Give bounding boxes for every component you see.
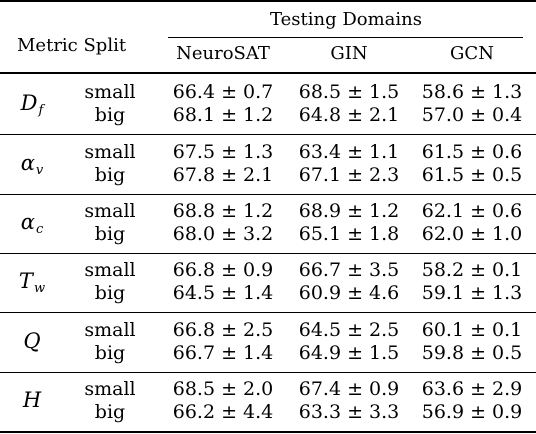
domain-header-neurosat: NeuroSAT: [176, 43, 270, 64]
table-cell: 68.9 ± 1.2: [298, 200, 400, 222]
table-cell: 66.7 ± 3.5: [298, 259, 400, 281]
table-cell: 63.6 ± 2.9: [421, 378, 523, 400]
table-cell: 67.5 ± 1.3: [172, 141, 274, 163]
split-label: big: [94, 164, 126, 186]
group-rule: [0, 194, 536, 195]
group-rule: [0, 253, 536, 254]
top-rule: [0, 0, 536, 2]
table-cell: 62.1 ± 0.6: [421, 200, 523, 222]
table-cell: 67.8 ± 2.1: [172, 164, 274, 186]
split-label: big: [94, 282, 126, 304]
domain-header-gcn: GCN: [450, 43, 494, 64]
table-cell: 67.1 ± 2.3: [298, 164, 400, 186]
table-cell: 68.5 ± 2.0: [172, 378, 274, 400]
table-cell: 62.0 ± 1.0: [421, 223, 523, 245]
table-cell: 68.0 ± 3.2: [172, 223, 274, 245]
table-cell: 57.0 ± 0.4: [421, 104, 523, 126]
table-cell: 56.9 ± 0.9: [421, 401, 523, 423]
metric-subscript: c: [35, 222, 44, 237]
table-cell: 58.6 ± 1.3: [421, 81, 523, 103]
table-cell: 64.9 ± 1.5: [298, 342, 400, 364]
metric-symbol: D: [20, 91, 38, 115]
table-cell: 59.1 ± 1.3: [421, 282, 523, 304]
group-rule: [0, 372, 536, 373]
metric-subscript: v: [35, 163, 44, 178]
metric-symbol: Q: [23, 329, 41, 353]
group-rule: [0, 134, 536, 135]
metric-subscript: w: [33, 281, 46, 296]
table-cell: 64.8 ± 2.1: [298, 104, 400, 126]
split-label: small: [84, 319, 136, 341]
metric-label: αc: [21, 211, 43, 241]
table-cell: 66.4 ± 0.7: [172, 81, 274, 103]
table-cell: 63.4 ± 1.1: [298, 141, 400, 163]
table-cell: 66.7 ± 1.4: [172, 342, 274, 364]
table-cell: 66.2 ± 4.4: [172, 401, 274, 423]
metric-symbol: α: [20, 210, 35, 234]
metric-label: Df: [21, 92, 44, 122]
table-cell: 64.5 ± 1.4: [172, 282, 274, 304]
metric-symbol: T: [18, 269, 33, 293]
group-rule: [0, 312, 536, 313]
table-cell: 61.5 ± 0.6: [421, 141, 523, 163]
domain-header-gin: GIN: [330, 43, 368, 64]
split-label: big: [94, 104, 126, 126]
split-label: big: [94, 342, 126, 364]
header-rule: [0, 72, 536, 74]
table-cell: 64.5 ± 2.5: [298, 319, 400, 341]
metric-label: αv: [21, 152, 44, 182]
metric-label: H: [23, 389, 41, 411]
metric-label: Tw: [19, 270, 45, 300]
table-cell: 67.4 ± 0.9: [298, 378, 400, 400]
metric-symbol: H: [22, 388, 42, 412]
table-cell: 60.9 ± 4.6: [298, 282, 400, 304]
split-label: big: [94, 401, 126, 423]
table-cell: 58.2 ± 0.1: [421, 259, 523, 281]
table-cell: 65.1 ± 1.8: [298, 223, 400, 245]
split-label: big: [94, 223, 126, 245]
table-cell: 68.1 ± 1.2: [172, 104, 274, 126]
split-label: small: [84, 141, 136, 163]
split-label: small: [84, 200, 136, 222]
table-cell: 63.3 ± 3.3: [298, 401, 400, 423]
table-cell: 66.8 ± 0.9: [172, 259, 274, 281]
metric-subscript: f: [38, 103, 44, 118]
metric-split-header: Metric Split: [17, 35, 127, 56]
split-label: small: [84, 259, 136, 281]
metric-symbol: α: [20, 151, 35, 175]
table-cell: 61.5 ± 0.5: [421, 164, 523, 186]
metric-label: Q: [23, 330, 40, 352]
table-cell: 68.8 ± 1.2: [172, 200, 274, 222]
domains-rule: [168, 37, 523, 38]
testing-domains-header: Testing Domains: [270, 9, 422, 30]
split-label: small: [84, 81, 136, 103]
bottom-rule: [0, 431, 536, 433]
table-cell: 66.8 ± 2.5: [172, 319, 274, 341]
split-label: small: [84, 378, 136, 400]
table-cell: 68.5 ± 1.5: [298, 81, 400, 103]
table-cell: 60.1 ± 0.1: [421, 319, 523, 341]
table-cell: 59.8 ± 0.5: [421, 342, 523, 364]
